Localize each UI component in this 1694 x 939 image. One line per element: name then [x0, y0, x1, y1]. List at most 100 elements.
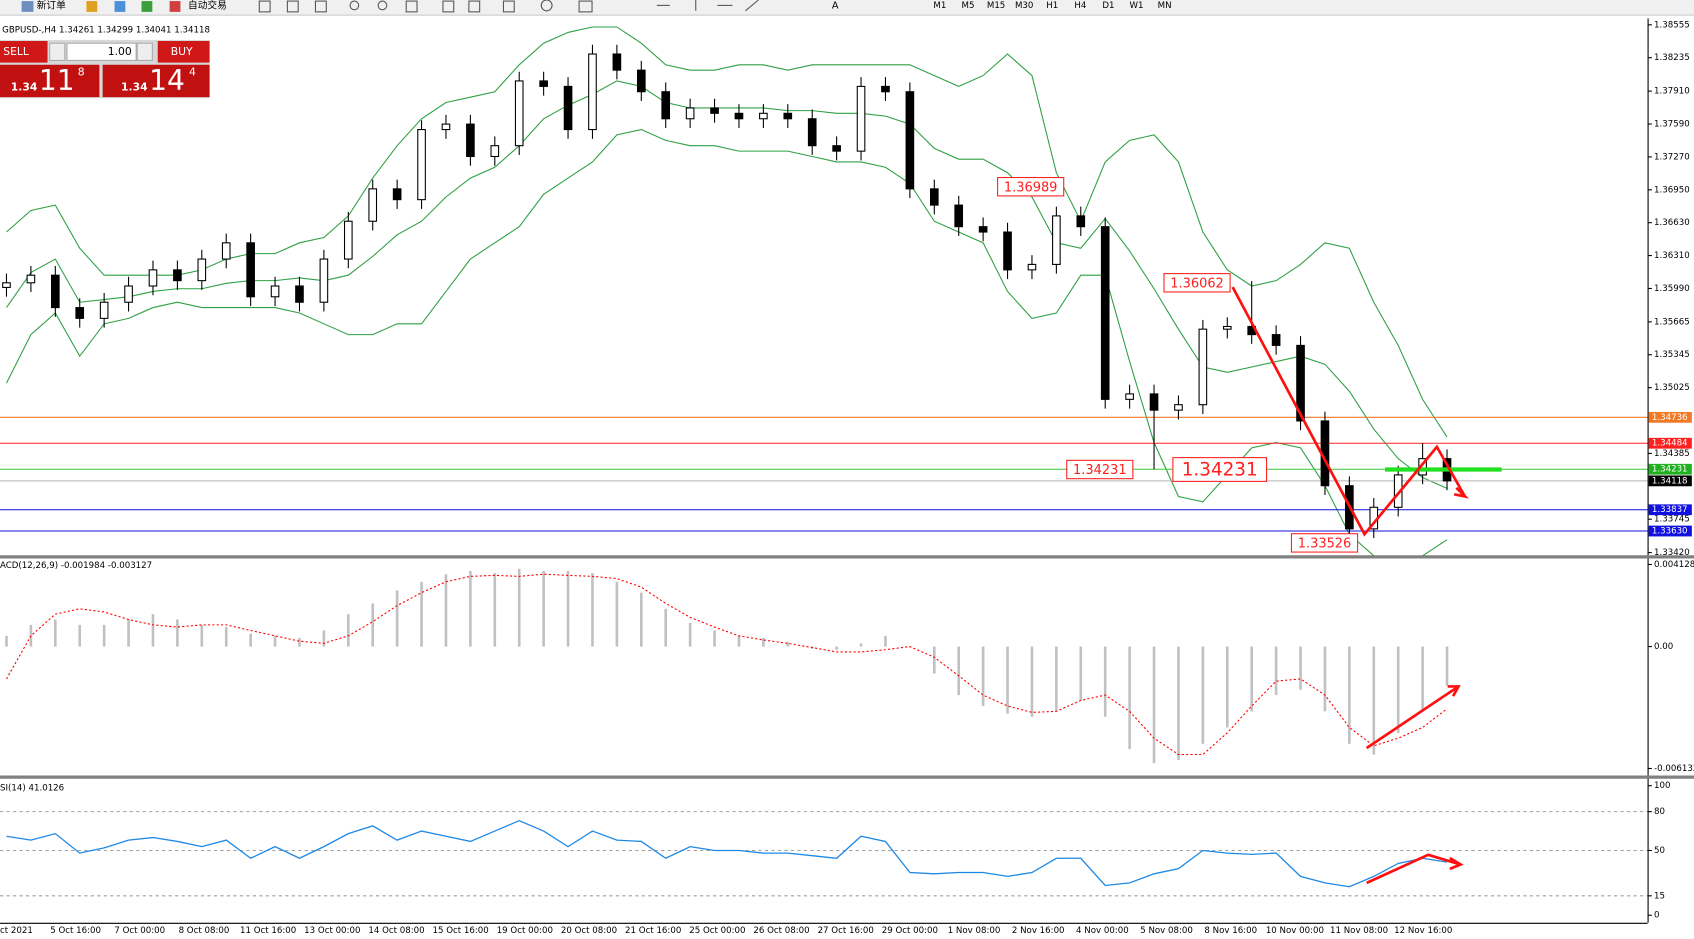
- icon[interactable]: [21, 1, 34, 12]
- candle-body: [881, 85, 890, 93]
- buy-button[interactable]: [157, 41, 210, 63]
- macd-bar: [249, 633, 252, 647]
- macd-bar: [1079, 646, 1083, 701]
- macd-bar: [859, 643, 863, 647]
- new-order-button[interactable]: 新订单: [37, 0, 66, 11]
- macd-bar: [542, 571, 545, 647]
- icon[interactable]: [169, 1, 181, 12]
- macd-bar: [517, 568, 521, 647]
- timeframe-button[interactable]: H1: [1046, 1, 1058, 11]
- icon[interactable]: [114, 1, 126, 12]
- text-tool[interactable]: A: [832, 0, 839, 11]
- lot-field[interactable]: [66, 42, 137, 61]
- timeframes: M1 M5 M15 M30 H1 H4 D1 W1 MN: [933, 1, 1171, 11]
- lot-up[interactable]: [136, 42, 153, 61]
- y-tick-label: 0.00: [1654, 642, 1673, 652]
- x-tick-label: 5 Oct 16:00: [50, 926, 101, 936]
- candle-body: [612, 53, 622, 71]
- macd-bar: [1299, 646, 1302, 690]
- candle-body: [295, 285, 304, 303]
- icon[interactable]: [141, 1, 153, 12]
- timeframe-button[interactable]: H4: [1074, 1, 1086, 11]
- icon[interactable]: [258, 0, 271, 13]
- buy-label[interactable]: BUY: [171, 45, 193, 58]
- x-tick-label: 29 Oct 00:00: [882, 926, 938, 936]
- y-tick-label: 0.004128: [1654, 560, 1694, 570]
- sell-price-tail: 8: [78, 65, 85, 78]
- sell-price-head: 1.34: [11, 80, 38, 93]
- x-tick-label: 14 Oct 08:00: [368, 926, 424, 936]
- candle-body: [246, 242, 255, 298]
- y-tick-label: 1.35025: [1654, 383, 1690, 393]
- timeframe-button[interactable]: M5: [962, 1, 975, 11]
- candle-body: [319, 258, 329, 303]
- y-tick-label: 1.35990: [1654, 284, 1690, 294]
- macd-bar: [1348, 646, 1351, 744]
- price-callout: 1.36989: [1004, 180, 1058, 195]
- timeframe-button[interactable]: M30: [1015, 1, 1033, 11]
- candle-body: [710, 107, 719, 114]
- icon[interactable]: [349, 0, 360, 11]
- icon[interactable]: [286, 0, 299, 13]
- icon[interactable]: [314, 0, 327, 13]
- tool-icons: [258, 0, 759, 13]
- indicator-title: ACD(12,26,9) -0.001984 -0.003127: [0, 561, 152, 571]
- icon[interactable]: [86, 1, 98, 12]
- macd-bar: [932, 646, 936, 674]
- candle-body: [1198, 328, 1208, 406]
- candle-body: [636, 69, 646, 93]
- y-tick-label: 50: [1654, 846, 1665, 856]
- arrow-head: [1453, 486, 1470, 499]
- buy-price-head: 1.34: [121, 80, 148, 93]
- icon[interactable]: [468, 0, 481, 13]
- icon[interactable]: [405, 0, 418, 13]
- x-tick-label: 2 Nov 16:00: [1012, 926, 1065, 936]
- level-label: 1.33630: [1652, 527, 1688, 537]
- macd-bar: [615, 581, 619, 647]
- price-callout: 1.34231: [1182, 460, 1258, 481]
- icon[interactable]: [540, 0, 553, 12]
- icon[interactable]: [377, 0, 388, 11]
- macd-bar: [420, 581, 423, 647]
- y-tick-label: 1.35665: [1654, 317, 1690, 327]
- icon[interactable]: [578, 0, 593, 13]
- icon[interactable]: [442, 0, 455, 13]
- sell-button[interactable]: [0, 41, 48, 63]
- macd-bar: [957, 646, 961, 696]
- sell-label[interactable]: SELL: [3, 45, 29, 58]
- price-callout: 1.33526: [1298, 536, 1352, 551]
- macd-bar: [200, 624, 204, 647]
- macd-bar: [176, 619, 179, 647]
- price-callout-box: [1066, 459, 1134, 480]
- timeframe-button[interactable]: D1: [1102, 1, 1114, 11]
- timeframe-button[interactable]: M15: [987, 1, 1005, 11]
- macd-bar: [102, 624, 106, 647]
- icon[interactable]: [745, 0, 759, 12]
- candle-body: [978, 226, 988, 233]
- timeframe-button[interactable]: M1: [933, 1, 946, 11]
- buy-price-box[interactable]: [102, 64, 210, 98]
- x-tick-label: 27 Oct 16:00: [818, 926, 874, 936]
- timeframe-button[interactable]: W1: [1130, 1, 1144, 11]
- symbol-line: GBPUSD-,H4 1.34261 1.34299 1.34041 1.341…: [2, 26, 210, 36]
- icon[interactable]: [502, 0, 515, 13]
- candle-body: [392, 188, 402, 201]
- candle-body: [1027, 263, 1037, 271]
- timeframe-button[interactable]: MN: [1158, 1, 1172, 11]
- x-tick-label: 26 Oct 08:00: [753, 926, 809, 936]
- auto-trading-button[interactable]: 自动交易: [188, 0, 227, 11]
- macd-bar: [884, 635, 887, 647]
- x-tick-label: 8 Oct 08:00: [179, 926, 230, 936]
- lot-down[interactable]: [49, 42, 66, 61]
- frames: [0, 18, 1694, 924]
- candle-body: [50, 274, 60, 309]
- lot-value[interactable]: 1.00: [108, 45, 132, 58]
- candle-body: [588, 53, 597, 131]
- sell-price-box[interactable]: [0, 64, 100, 98]
- macd-bar: [322, 630, 326, 647]
- candle-body: [1149, 393, 1159, 411]
- candle-body: [1003, 231, 1012, 271]
- macd-bar: [224, 627, 228, 647]
- candle-body: [221, 242, 231, 260]
- candle-body: [197, 258, 207, 282]
